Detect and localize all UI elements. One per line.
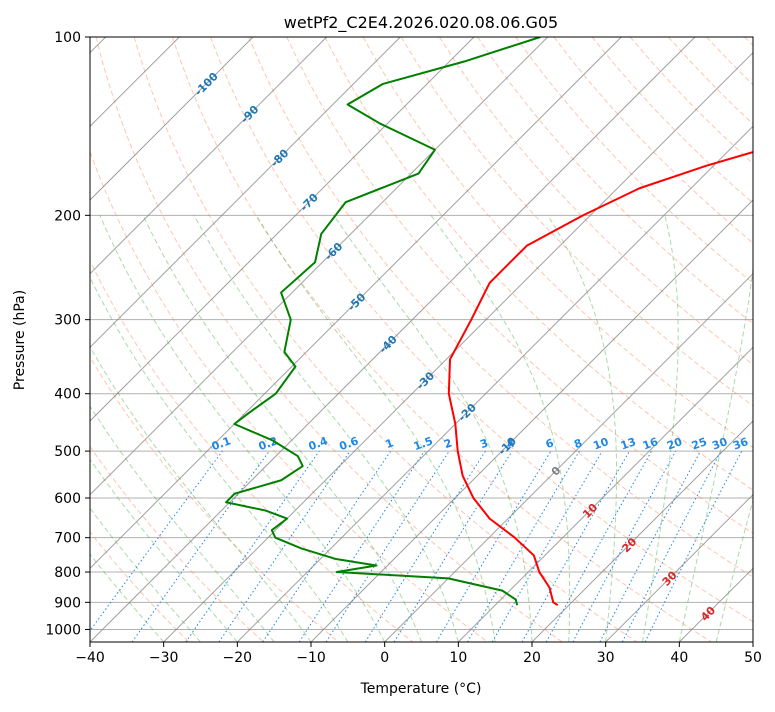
y-tick-label: 500 [54, 444, 81, 460]
y-axis-label: Pressure (hPa) [12, 290, 28, 390]
x-tick-label: −10 [296, 650, 326, 666]
y-tick-label: 300 [54, 313, 81, 329]
x-tick-label: 0 [380, 650, 389, 666]
x-tick-label: 50 [744, 650, 762, 666]
y-tick-label: 900 [54, 595, 81, 611]
x-tick-label: 30 [597, 650, 615, 666]
x-tick-label: 20 [523, 650, 541, 666]
y-tick-label: 1000 [45, 622, 81, 638]
chart-title: wetPf2_C2E4.2026.020.08.06.G05 [284, 13, 558, 33]
x-tick-label: −30 [149, 650, 179, 666]
x-tick-label: −40 [75, 650, 105, 666]
y-tick-label: 600 [54, 491, 81, 507]
y-tick-label: 700 [54, 531, 81, 547]
x-tick-label: −20 [223, 650, 253, 666]
y-tick-label: 200 [54, 208, 81, 224]
x-tick-label: 10 [449, 650, 467, 666]
y-tick-label: 100 [54, 30, 81, 46]
y-tick-label: 400 [54, 387, 81, 403]
x-axis-label: Temperature (°C) [360, 681, 482, 697]
y-tick-label: 800 [54, 565, 81, 581]
x-tick-label: 40 [670, 650, 688, 666]
